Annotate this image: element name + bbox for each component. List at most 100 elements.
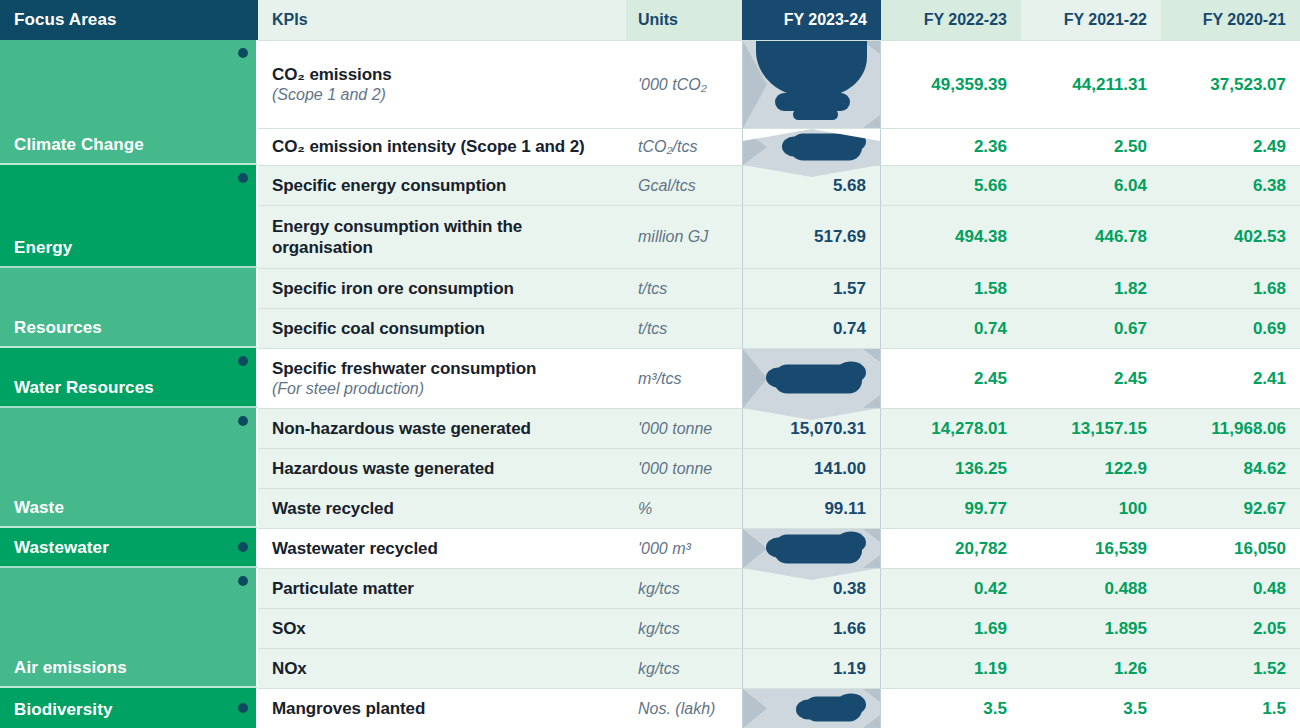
group-label: Wastewater <box>14 538 109 558</box>
kpi-name: Waste recycled <box>272 498 394 519</box>
kpis-header: KPIs <box>258 0 626 40</box>
unit-cell: t/tcs <box>626 309 742 348</box>
kpi-rows-area: KPIs Units FY 2023-24 FY 2022-23 FY 2021… <box>258 0 1300 728</box>
value-cell-fy2021-22: 1.82 <box>1021 269 1161 308</box>
value-cell-fy2020-21: 0.69 <box>1161 309 1300 348</box>
kpi-name: Specific freshwater consumption <box>272 358 536 379</box>
unit-cell: kg/tcs <box>626 649 742 688</box>
value-cell-current: 517.69 <box>742 206 881 268</box>
group-label: Energy <box>14 238 72 258</box>
kpi-name: Specific coal consumption <box>272 318 485 339</box>
ribbon-notch <box>863 349 880 362</box>
value-cell-fy2020-21: 2.05 <box>1161 609 1300 648</box>
focus-areas-column: Focus Areas Climate Change Energy Resour… <box>0 0 258 728</box>
value-cell-fy2021-22: 6.04 <box>1021 166 1161 205</box>
group-biodiversity: Biodiversity <box>0 688 258 728</box>
kpi-name: Particulate matter <box>272 578 414 599</box>
value-cell-fy2022-23: 2.45 <box>881 349 1021 408</box>
value-cell-fy2020-21: 2.41 <box>1161 349 1300 408</box>
table-row: Waste recycled % 99.11 99.77 100 92.67 <box>258 488 1300 528</box>
group-resources: Resources <box>0 268 258 348</box>
value-cell-fy2021-22: 3.5 <box>1021 689 1161 728</box>
value-cell-fy2022-23: 1.58 <box>881 269 1021 308</box>
unit-cell: t/tcs <box>626 269 742 308</box>
value-cell-fy2021-22: 0.488 <box>1021 569 1161 608</box>
value-cell-fy2020-21: 1.52 <box>1161 649 1300 688</box>
kpi-cell: CO₂ emissions (Scope 1 and 2) <box>258 41 626 128</box>
table-row: Wastewater recycled '000 m³ 20,782 16,53… <box>258 528 1300 568</box>
redaction-scribble <box>804 696 862 721</box>
fy-2021-22-header: FY 2021-22 <box>1021 0 1161 40</box>
group-marker-icon <box>238 173 248 183</box>
group-energy: Energy <box>0 165 258 268</box>
kpi-note: (Scope 1 and 2) <box>272 85 386 105</box>
value-cell-current: 1.57 <box>742 269 881 308</box>
ribbon-notch <box>863 689 880 702</box>
value-cell-fy2021-22: 100 <box>1021 489 1161 528</box>
kpi-name: Energy consumption within the organisati… <box>272 216 572 259</box>
value-cell-fy2021-22: 13,157.15 <box>1021 409 1161 448</box>
esg-kpi-table: Focus Areas Climate Change Energy Resour… <box>0 0 1300 728</box>
value-cell-current: 1.66 <box>742 609 881 648</box>
redaction-scribble <box>774 364 862 393</box>
group-marker-icon <box>238 576 248 586</box>
kpi-cell: Particulate matter <box>258 569 626 608</box>
value-cell-current-redacted <box>742 129 881 165</box>
group-label: Resources <box>14 318 102 338</box>
unit-cell: million GJ <box>626 206 742 268</box>
table-row: CO₂ emissions (Scope 1 and 2) '000 tCO₂ … <box>258 40 1300 128</box>
kpi-cell: Specific energy consumption <box>258 166 626 205</box>
fy-2023-24-header: FY 2023-24 <box>742 0 881 40</box>
kpi-cell: SOx <box>258 609 626 648</box>
kpi-cell: Waste recycled <box>258 489 626 528</box>
ribbon-arrow-icon <box>743 349 767 408</box>
value-cell-fy2022-23: 0.74 <box>881 309 1021 348</box>
value-cell-fy2022-23: 3.5 <box>881 689 1021 728</box>
kpi-cell: Hazardous waste generated <box>258 449 626 488</box>
value-cell-current: 1.19 <box>742 649 881 688</box>
units-header: Units <box>626 0 742 40</box>
kpi-name: Specific energy consumption <box>272 175 506 196</box>
ribbon-notch <box>863 395 880 408</box>
group-label: Waste <box>14 498 64 518</box>
table-row: CO₂ emission intensity (Scope 1 and 2) t… <box>258 128 1300 165</box>
ribbon-notch <box>863 115 880 128</box>
group-marker-icon <box>238 703 248 713</box>
group-climate-change: Climate Change <box>0 40 258 165</box>
group-label: Biodiversity <box>14 700 113 720</box>
unit-cell: Gcal/tcs <box>626 166 742 205</box>
table-row: Hazardous waste generated '000 tonne 141… <box>258 448 1300 488</box>
value-cell-current-redacted <box>742 349 881 408</box>
value-cell-current-redacted <box>742 529 881 568</box>
redaction-scribble <box>790 134 862 161</box>
kpi-name: Non-hazardous waste generated <box>272 418 531 439</box>
unit-cell: m³/tcs <box>626 349 742 408</box>
unit-cell: kg/tcs <box>626 609 742 648</box>
group-water-resources: Water Resources <box>0 348 258 408</box>
kpi-name: NOx <box>272 658 307 679</box>
table-row: NOx kg/tcs 1.19 1.19 1.26 1.52 <box>258 648 1300 688</box>
value-cell-fy2022-23: 136.25 <box>881 449 1021 488</box>
kpi-note: (For steel production) <box>272 379 424 399</box>
table-row: Specific iron ore consumption t/tcs 1.57… <box>258 268 1300 308</box>
group-air-emissions: Air emissions <box>0 568 258 688</box>
kpi-cell: Mangroves planted <box>258 689 626 728</box>
unit-cell: Nos. (lakh) <box>626 689 742 728</box>
value-cell-fy2021-22: 122.9 <box>1021 449 1161 488</box>
group-waste: Waste <box>0 408 258 528</box>
focus-areas-header: Focus Areas <box>0 0 258 40</box>
redaction-scribble <box>756 41 867 97</box>
value-cell-fy2022-23: 1.69 <box>881 609 1021 648</box>
value-cell-fy2021-22: 0.67 <box>1021 309 1161 348</box>
value-cell-fy2021-22: 44,211.31 <box>1021 41 1161 128</box>
ribbon-arrow-icon <box>743 529 767 568</box>
value-cell-fy2020-21: 84.62 <box>1161 449 1300 488</box>
value-cell-fy2020-21: 6.38 <box>1161 166 1300 205</box>
table-row: Energy consumption within the organisati… <box>258 205 1300 268</box>
ribbon-arrow-icon <box>743 689 767 728</box>
kpi-cell: CO₂ emission intensity (Scope 1 and 2) <box>258 129 626 165</box>
kpi-name: Hazardous waste generated <box>272 458 494 479</box>
group-marker-icon <box>238 356 248 366</box>
value-cell-fy2022-23: 14,278.01 <box>881 409 1021 448</box>
unit-cell: '000 tonne <box>626 449 742 488</box>
